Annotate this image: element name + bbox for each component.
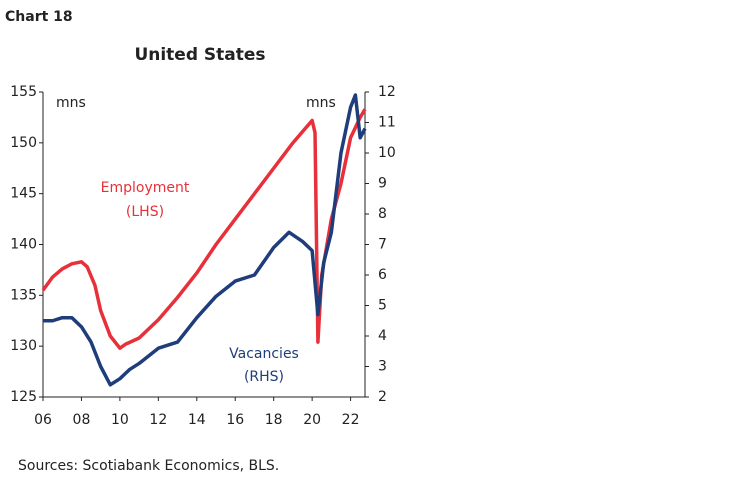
annotation: (LHS) xyxy=(126,204,164,220)
x-tick-label: 10 xyxy=(111,412,129,428)
series-line xyxy=(43,93,367,387)
y2-tick-label: 6 xyxy=(378,267,387,283)
x-tick-label: 16 xyxy=(226,412,244,428)
chart-label: Chart 18 xyxy=(5,9,73,25)
x-tick-label: 12 xyxy=(149,412,167,428)
y2-tick-label: 5 xyxy=(378,298,387,314)
x-tick-label: 20 xyxy=(303,412,321,428)
source: Sources: Scotiabank Economics, BLS. xyxy=(18,458,279,474)
y2-tick-label: 3 xyxy=(378,359,387,375)
x-tick-label: 14 xyxy=(188,412,206,428)
y2-tick-label: 4 xyxy=(378,328,387,344)
y-unit: mns xyxy=(56,95,86,111)
y-tick-label: 150 xyxy=(10,135,37,151)
y2-tick-label: 12 xyxy=(378,84,396,100)
x-tick-label: 18 xyxy=(265,412,283,428)
y2-tick-label: 2 xyxy=(378,389,387,405)
y2-tick-label: 11 xyxy=(378,115,396,131)
y2-unit: mns xyxy=(306,95,336,111)
y-tick-label: 135 xyxy=(10,287,37,303)
y2-tick-label: 10 xyxy=(378,145,396,161)
x-tick-label: 06 xyxy=(34,412,52,428)
annotation: Employment xyxy=(101,180,190,196)
x-tick-label: 08 xyxy=(73,412,91,428)
annotation: (RHS) xyxy=(244,369,284,385)
y-tick-label: 125 xyxy=(10,389,37,405)
y-tick-label: 130 xyxy=(10,338,37,354)
annotation: Vacancies xyxy=(229,346,299,362)
x-tick-label: 22 xyxy=(342,412,360,428)
y2-tick-label: 8 xyxy=(378,206,387,222)
y2-tick-label: 7 xyxy=(378,237,387,253)
chart-title: United States xyxy=(134,45,265,65)
y-tick-label: 155 xyxy=(10,84,37,100)
y2-tick-label: 9 xyxy=(378,176,387,192)
y-tick-label: 140 xyxy=(10,237,37,253)
y-tick-label: 145 xyxy=(10,186,37,202)
